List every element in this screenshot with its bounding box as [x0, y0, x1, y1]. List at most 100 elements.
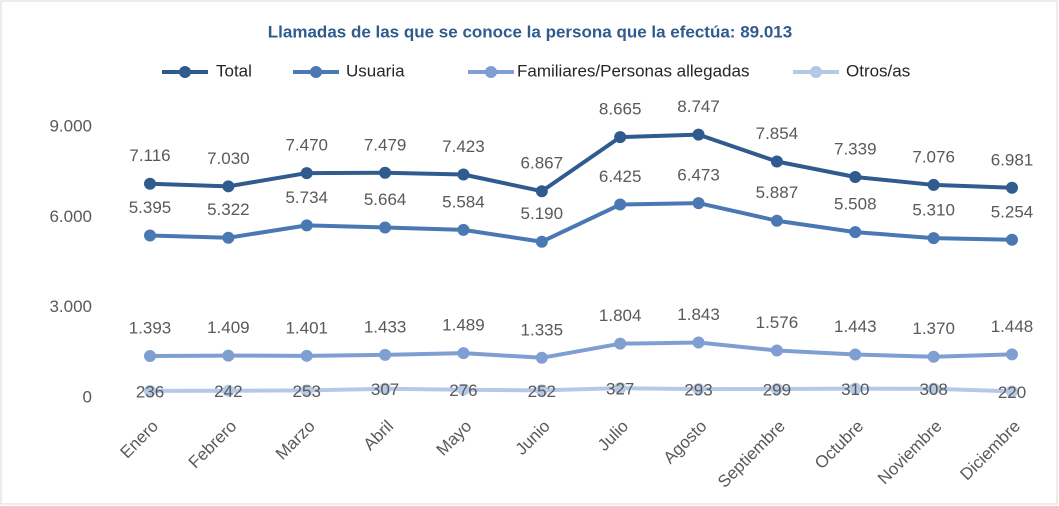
data-label: 5.584 — [442, 192, 485, 211]
data-point — [222, 231, 235, 244]
data-label: 7.423 — [442, 137, 485, 156]
data-label: 1.843 — [677, 305, 720, 324]
data-point — [144, 229, 156, 242]
data-label: 299 — [763, 380, 791, 399]
data-point — [927, 178, 940, 191]
data-label: 7.470 — [285, 136, 328, 155]
data-label: 7.076 — [912, 147, 955, 166]
data-point — [770, 344, 783, 357]
data-label: 5.887 — [756, 183, 799, 202]
data-label: 5.310 — [912, 201, 955, 220]
series-line — [149, 386, 1013, 394]
data-point — [927, 232, 940, 245]
data-point — [535, 185, 548, 198]
data-point — [849, 382, 862, 395]
data-label: 310 — [841, 380, 869, 399]
y-tick-label: 9.000 — [49, 116, 92, 135]
y-tick-label: 3.000 — [49, 297, 92, 316]
data-label: 5.190 — [521, 204, 564, 223]
data-label: 307 — [371, 380, 399, 399]
data-point — [770, 214, 783, 227]
data-label: 5.734 — [285, 188, 328, 207]
data-point — [692, 197, 705, 210]
legend-label: Otros/as — [846, 61, 910, 80]
data-point — [535, 235, 548, 248]
data-label: 7.479 — [364, 135, 407, 154]
data-point — [379, 166, 392, 179]
series-line — [149, 340, 1013, 360]
data-label: 1.393 — [129, 319, 172, 338]
data-point — [457, 223, 470, 236]
data-label: 1.401 — [285, 318, 328, 337]
chart-title: Llamadas de las que se conoce la persona… — [268, 22, 792, 41]
data-point — [849, 171, 862, 184]
data-label: 220 — [998, 383, 1026, 402]
legend-marker — [310, 66, 322, 78]
data-label: 5.322 — [207, 200, 250, 219]
series-line — [149, 201, 1013, 244]
data-point — [614, 337, 627, 350]
data-label: 1.370 — [912, 319, 955, 338]
y-tick-label: 6.000 — [49, 207, 92, 226]
data-point — [614, 382, 627, 395]
data-label: 276 — [449, 381, 477, 400]
data-point — [144, 350, 156, 363]
series-line — [149, 132, 1013, 194]
data-point — [849, 348, 862, 361]
data-label: 1.433 — [364, 317, 407, 336]
data-point — [535, 351, 548, 364]
data-point — [1006, 181, 1018, 194]
data-label: 8.747 — [677, 97, 720, 116]
legend-label: Usuaria — [346, 61, 405, 80]
data-point — [1006, 385, 1018, 398]
data-label: 1.443 — [834, 317, 877, 336]
data-label: 5.508 — [834, 195, 877, 214]
data-label: 1.489 — [442, 316, 485, 335]
data-label: 6.473 — [677, 166, 720, 185]
data-label: 5.395 — [129, 198, 172, 217]
data-label: 8.665 — [599, 100, 642, 119]
data-point — [457, 347, 470, 360]
legend-label: Familiares/Personas allegadas — [517, 61, 749, 80]
data-point — [770, 382, 783, 395]
data-label: 6.867 — [521, 154, 564, 173]
data-point — [144, 384, 156, 397]
data-point — [300, 167, 313, 180]
data-point — [222, 349, 235, 362]
data-label: 1.576 — [756, 313, 799, 332]
legend-label: Total — [216, 61, 252, 80]
data-point — [222, 180, 235, 193]
data-point — [614, 198, 627, 211]
data-point — [927, 382, 940, 395]
data-label: 253 — [293, 382, 321, 401]
data-point — [379, 221, 392, 234]
data-point — [379, 348, 392, 361]
data-label: 1.335 — [521, 320, 564, 339]
data-label: 242 — [214, 382, 242, 401]
data-point — [849, 226, 862, 239]
data-label: 1.409 — [207, 318, 250, 337]
data-label: 252 — [528, 382, 556, 401]
data-label: 308 — [919, 380, 947, 399]
data-point — [300, 349, 313, 362]
data-label: 236 — [136, 382, 164, 401]
data-point — [535, 384, 548, 397]
data-label: 5.254 — [991, 202, 1034, 221]
data-point — [692, 383, 705, 396]
data-point — [927, 350, 940, 363]
data-point — [457, 383, 470, 396]
data-label: 7.339 — [834, 139, 877, 158]
data-point — [222, 384, 235, 397]
data-label: 7.030 — [207, 149, 250, 168]
legend-marker — [179, 66, 191, 78]
data-point — [300, 219, 313, 232]
data-label: 6.981 — [991, 150, 1034, 169]
data-point — [300, 384, 313, 397]
data-label: 1.804 — [599, 306, 642, 325]
data-label: 7.116 — [129, 146, 170, 165]
data-point — [1006, 348, 1018, 361]
data-label: 293 — [684, 381, 712, 400]
